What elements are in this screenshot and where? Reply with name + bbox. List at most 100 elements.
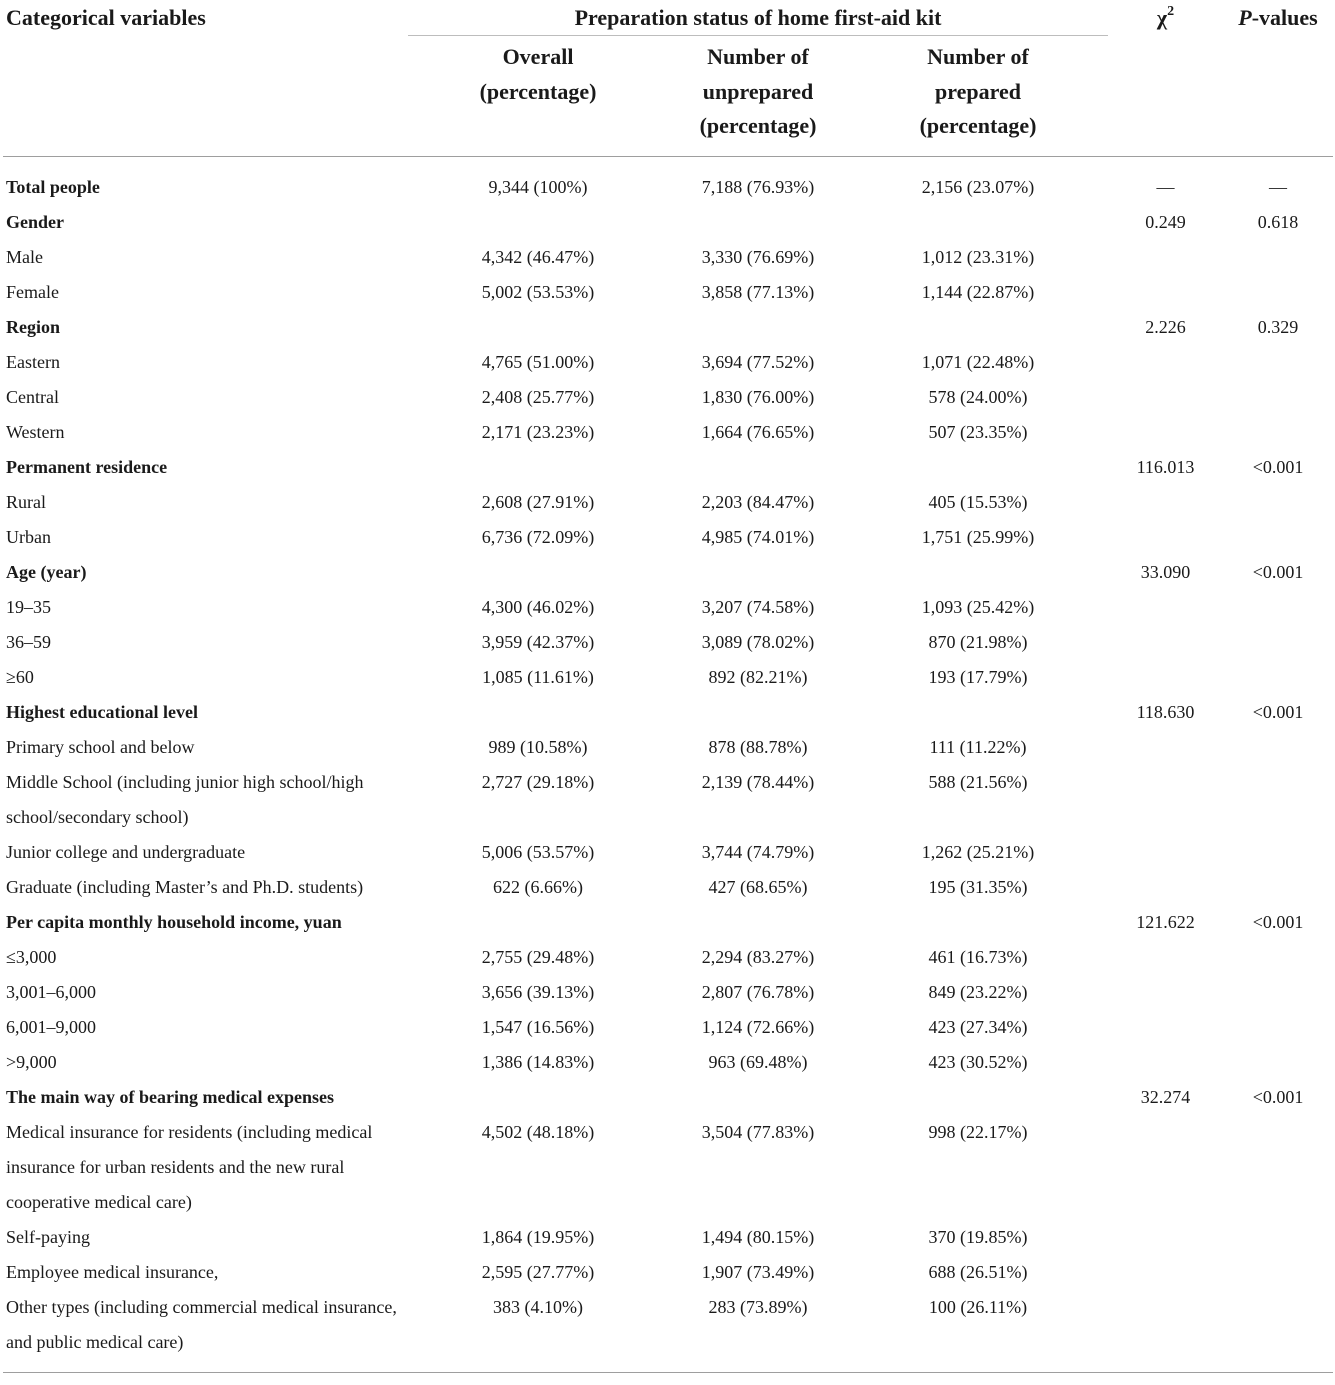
cell-unprepared: 1,494 (80.15%)	[701, 1226, 815, 1247]
cell-prepared	[848, 905, 1108, 940]
cell-prepared: 1,093 (25.42%)	[921, 596, 1035, 617]
cell-p	[1223, 1290, 1333, 1373]
cell-prepared: 507 (23.35%)	[928, 421, 1028, 442]
table-row: Male 4,342 (46.47%) 3,330 (76.69%) 1,012 (2…	[3, 240, 1333, 275]
cell-overall	[408, 1080, 668, 1115]
cell-chi: 121.622	[1136, 911, 1195, 932]
cell-prepared: 870 (21.98%)	[928, 631, 1028, 652]
cell-chi	[1108, 1010, 1223, 1045]
cell-overall	[408, 695, 668, 730]
cell-overall: 2,171 (23.23%)	[481, 421, 595, 442]
cell-overall: 6,736 (72.09%)	[481, 526, 595, 547]
data-table: Categorical variables Preparation status…	[3, 0, 1334, 1373]
cell-overall: 3,656 (39.13%)	[481, 981, 595, 1002]
subheader-prepared: Number of prepared (percentage)	[919, 44, 1037, 138]
cell-p	[1223, 1255, 1333, 1290]
cell-unprepared: 2,139 (78.44%)	[701, 771, 815, 792]
cell-prepared	[848, 310, 1108, 345]
cell-prepared: 688 (26.51%)	[928, 1261, 1028, 1282]
cell-overall: 4,765 (51.00%)	[481, 351, 595, 372]
cell-prepared	[848, 205, 1108, 240]
cell-chi	[1108, 275, 1223, 310]
cell-overall: 4,502 (48.18%)	[481, 1121, 595, 1142]
table-row: Urban 6,736 (72.09%) 4,985 (74.01%) 1,751 (…	[3, 520, 1333, 555]
cell-prepared	[848, 555, 1108, 590]
cell-p	[1223, 380, 1333, 415]
cell-unprepared: 3,858 (77.13%)	[701, 281, 815, 302]
cell-overall: 3,959 (42.37%)	[481, 631, 595, 652]
table-row: Rural 2,608 (27.91%) 2,203 (84.47%) 405 (15…	[3, 485, 1333, 520]
cell-chi	[1108, 625, 1223, 660]
subheader-row: Overall (percentage) Number of unprepare…	[3, 36, 1334, 156]
cell-prepared	[848, 450, 1108, 485]
cell-label: 19–35	[6, 596, 51, 617]
cell-p	[1223, 240, 1333, 275]
cell-p	[1223, 590, 1333, 625]
cell-chi	[1108, 870, 1223, 905]
cell-prepared: 2,156 (23.07%)	[921, 176, 1035, 197]
cell-overall	[408, 555, 668, 590]
cell-label: Urban	[6, 526, 51, 547]
cell-overall: 383 (4.10%)	[493, 1296, 583, 1317]
cell-unprepared: 2,203 (84.47%)	[701, 491, 815, 512]
cell-overall: 1,085 (11.61%)	[482, 666, 594, 687]
cell-label: 6,001–9,000	[6, 1016, 96, 1037]
cell-overall: 1,386 (14.83%)	[481, 1051, 595, 1072]
cell-prepared: 578 (24.00%)	[928, 386, 1028, 407]
cell-prepared: 1,262 (25.21%)	[921, 841, 1035, 862]
table-row: 19–35 4,300 (46.02%) 3,207 (74.58%) 1,093 (…	[3, 590, 1333, 625]
table-row: Total people 9,344 (100%) 7,188 (76.93%) 2,…	[3, 156, 1333, 205]
cell-label: The main way of bearing medical expenses	[6, 1086, 334, 1107]
cell-label: Self-paying	[6, 1226, 90, 1247]
cell-overall: 2,608 (27.91%)	[481, 491, 595, 512]
table-row: Female 5,002 (53.53%) 3,858 (77.13%) 1,144 …	[3, 275, 1333, 310]
cell-label: Eastern	[6, 351, 60, 372]
cell-label: 36–59	[6, 631, 51, 652]
cell-chi	[1108, 835, 1223, 870]
cell-p: <0.001	[1252, 561, 1304, 582]
header-chi-square: χ2	[1156, 4, 1175, 31]
cell-label: Primary school and below	[6, 736, 195, 757]
cell-unprepared: 878 (88.78%)	[708, 736, 808, 757]
cell-chi: 116.013	[1136, 456, 1195, 477]
cell-unprepared	[668, 310, 848, 345]
table-row: Employee medical insurance, 2,595 (27.77%…	[3, 1255, 1333, 1290]
table-row: >9,000 1,386 (14.83%) 963 (69.48%) 423 (30.…	[3, 1045, 1333, 1080]
cell-p: <0.001	[1252, 456, 1304, 477]
cell-unprepared	[668, 905, 848, 940]
cell-label: Male	[6, 246, 43, 267]
cell-overall: 622 (6.66%)	[493, 876, 583, 897]
cell-label: Gender	[6, 211, 64, 232]
cell-unprepared: 3,504 (77.83%)	[701, 1121, 815, 1142]
cell-label: Per capita monthly household income, yua…	[6, 911, 342, 932]
cell-overall: 2,408 (25.77%)	[481, 386, 595, 407]
cell-prepared: 461 (16.73%)	[928, 946, 1028, 967]
cell-prepared: 998 (22.17%)	[928, 1121, 1028, 1142]
cell-prepared	[848, 1080, 1108, 1115]
cell-overall: 2,727 (29.18%)	[481, 771, 595, 792]
table-row: Gender 0.249 0.618	[3, 205, 1333, 240]
cell-p	[1223, 1045, 1333, 1080]
cell-overall	[408, 905, 668, 940]
cell-chi: —	[1156, 176, 1175, 197]
cell-unprepared: 2,294 (83.27%)	[701, 946, 815, 967]
cell-overall: 1,547 (16.56%)	[481, 1016, 595, 1037]
cell-p	[1223, 940, 1333, 975]
header-categorical-variables: Categorical variables	[6, 5, 206, 30]
cell-chi	[1108, 975, 1223, 1010]
cell-label: Permanent residence	[6, 456, 168, 477]
cell-p: 0.329	[1257, 316, 1299, 337]
cell-prepared: 195 (31.35%)	[928, 876, 1028, 897]
cell-label: Total people	[6, 176, 100, 197]
header-row: Categorical variables Preparation status…	[3, 0, 1333, 36]
cell-unprepared: 3,330 (76.69%)	[701, 246, 815, 267]
cell-unprepared: 1,830 (76.00%)	[701, 386, 815, 407]
cell-unprepared: 1,907 (73.49%)	[701, 1261, 815, 1282]
table-row: Age (year) 33.090 <0.001	[3, 555, 1333, 590]
cell-chi	[1108, 415, 1223, 450]
cell-overall: 989 (10.58%)	[488, 736, 588, 757]
cell-overall: 1,864 (19.95%)	[481, 1226, 595, 1247]
cell-overall: 5,006 (53.57%)	[481, 841, 595, 862]
cell-p	[1223, 345, 1333, 380]
table-row: Graduate (including Master’s and Ph.D. s…	[3, 870, 1333, 905]
